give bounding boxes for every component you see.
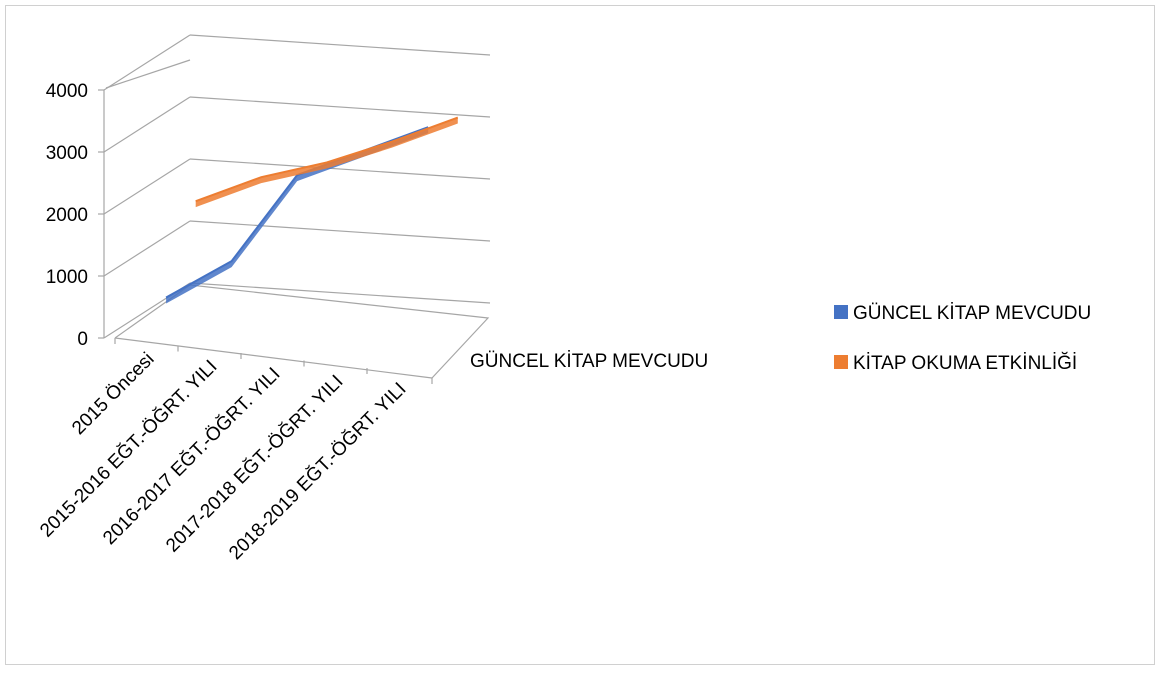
gridline-left [103,34,191,91]
legend-label: GÜNCEL KİTAP MEVCUDU [853,303,1091,324]
legend-swatch [834,305,848,319]
y-axis-ticks: 0 1000 2000 3000 4000 [46,81,104,350]
gridline-left [103,158,191,215]
legend-swatch [834,355,848,369]
y-tick-label: 0 [77,329,88,350]
y-tick-label: 4000 [46,81,88,102]
series-ribbon [166,127,429,304]
gridline-back [189,220,491,242]
chart-walls [103,59,490,379]
series-layer [165,116,459,304]
y-tick-label: 3000 [46,143,88,164]
chart-frame [5,5,1155,665]
y-tick-label: 2000 [46,205,88,226]
gridline-left [103,220,191,277]
legend: GÜNCEL KİTAP MEVCUDU KİTAP OKUMA ETKİNLİĞ… [834,303,1091,374]
legend-label: KİTAP OKUMA ETKİNLİĞİ [853,352,1077,374]
series-1 [195,116,459,208]
gridline-left [103,96,191,153]
series-0 [165,126,429,304]
gridline-back [189,96,491,118]
gridlines [103,34,491,339]
y-tick-label: 1000 [46,267,88,288]
depth-axis-label: GÜNCEL KİTAP MEVCUDU [470,351,708,372]
gridline-back [189,158,491,180]
gridline-back [189,34,491,56]
series-line [165,126,429,299]
gridline-back [189,282,491,304]
